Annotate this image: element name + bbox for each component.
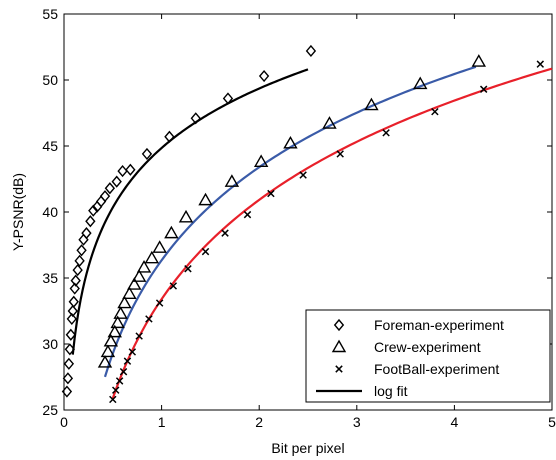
data-point-2 — [135, 332, 143, 340]
legend-label: FootBall-experiment — [374, 361, 499, 377]
data-point-2 — [201, 247, 210, 256]
data-point-2 — [155, 299, 164, 307]
y-tick-label: 30 — [42, 336, 58, 352]
data-point-0 — [258, 69, 270, 83]
x-tick-label: 0 — [60, 414, 68, 430]
legend-box — [305, 309, 551, 403]
data-point-1 — [198, 192, 213, 206]
data-point-2 — [431, 107, 439, 116]
legend-marker — [333, 318, 345, 332]
data-point-1 — [471, 54, 487, 67]
data-point-0 — [222, 92, 234, 105]
data-point-1 — [136, 260, 152, 273]
data-point-0 — [99, 190, 111, 203]
data-point-0 — [72, 263, 83, 277]
data-point-1 — [113, 306, 128, 319]
data-point-0 — [66, 312, 77, 326]
y-axis-label: Y-PSNR(dB) — [10, 173, 26, 251]
data-point-0 — [125, 163, 136, 176]
data-point-2 — [267, 189, 275, 198]
data-point-2 — [243, 210, 252, 219]
data-point-0 — [65, 328, 77, 341]
data-point-2 — [128, 348, 137, 356]
data-point-1 — [131, 269, 147, 282]
data-point-0 — [164, 130, 175, 143]
y-tick-label: 40 — [42, 204, 58, 220]
legend-label: log fit — [374, 383, 408, 399]
fit-curve-0 — [71, 68, 309, 355]
data-point-0 — [141, 147, 153, 161]
data-point-2 — [299, 171, 307, 179]
legend-label: Crew-experiment — [374, 339, 481, 355]
data-point-0 — [64, 343, 76, 356]
data-point-2 — [336, 150, 344, 158]
data-point-2 — [382, 129, 390, 137]
data-markers — [61, 44, 545, 404]
data-point-0 — [68, 295, 79, 308]
data-point-0 — [104, 182, 116, 195]
y-tick-label: 35 — [42, 270, 58, 286]
data-point-1 — [152, 240, 167, 253]
data-point-1 — [117, 295, 132, 309]
y-tick-label: 50 — [42, 72, 58, 88]
data-point-1 — [224, 174, 240, 187]
data-point-1 — [283, 135, 298, 149]
data-point-2 — [123, 357, 132, 365]
data-point-0 — [61, 385, 73, 398]
data-point-1 — [110, 315, 125, 329]
data-point-1 — [122, 286, 137, 300]
data-point-2 — [115, 377, 124, 385]
y-tick-label: 45 — [42, 138, 58, 154]
data-point-1 — [413, 76, 428, 90]
x-axis-label: Bit per pixel — [271, 440, 344, 456]
data-point-0 — [305, 44, 317, 58]
data-point-2 — [109, 395, 117, 404]
data-point-1 — [164, 225, 179, 239]
x-tick-label: 5 — [548, 414, 556, 430]
data-point-0 — [117, 164, 128, 178]
data-point-2 — [479, 85, 488, 93]
data-point-1 — [127, 277, 142, 290]
data-point-2 — [111, 386, 120, 394]
data-point-2 — [184, 265, 192, 273]
data-point-0 — [85, 215, 96, 228]
data-point-2 — [145, 315, 153, 323]
x-tick-label: 1 — [158, 414, 166, 430]
data-point-0 — [76, 244, 87, 257]
data-point-0 — [70, 274, 81, 287]
x-tick-label: 4 — [451, 414, 459, 430]
data-point-0 — [88, 204, 99, 217]
y-tick-label: 25 — [42, 402, 58, 418]
data-point-1 — [253, 154, 269, 168]
data-point-0 — [81, 227, 92, 240]
legend-marker — [335, 365, 343, 373]
data-point-1 — [97, 355, 113, 368]
data-point-2 — [169, 282, 178, 290]
legend: Foreman-experiment Crew-experiment FootBal… — [305, 309, 551, 403]
data-point-1 — [107, 324, 122, 338]
data-point-1 — [364, 97, 379, 111]
data-point-0 — [69, 282, 80, 295]
data-point-2 — [221, 229, 229, 237]
legend-marker — [331, 339, 347, 353]
data-point-0 — [190, 112, 201, 125]
data-point-1 — [100, 344, 116, 358]
data-point-1 — [322, 116, 337, 129]
data-point-2 — [119, 367, 128, 376]
data-point-0 — [74, 254, 85, 267]
data-point-1 — [178, 209, 194, 223]
x-tick-label: 2 — [255, 414, 263, 430]
data-point-2 — [536, 60, 545, 68]
legend-label: Foreman-experiment — [374, 317, 504, 333]
data-point-1 — [144, 250, 160, 264]
data-point-0 — [67, 304, 78, 318]
data-point-0 — [111, 175, 122, 188]
data-point-0 — [63, 357, 75, 370]
data-point-1 — [103, 333, 119, 347]
data-point-0 — [62, 372, 74, 385]
y-tick-label: 55 — [42, 6, 58, 22]
x-tick-label: 3 — [353, 414, 361, 430]
